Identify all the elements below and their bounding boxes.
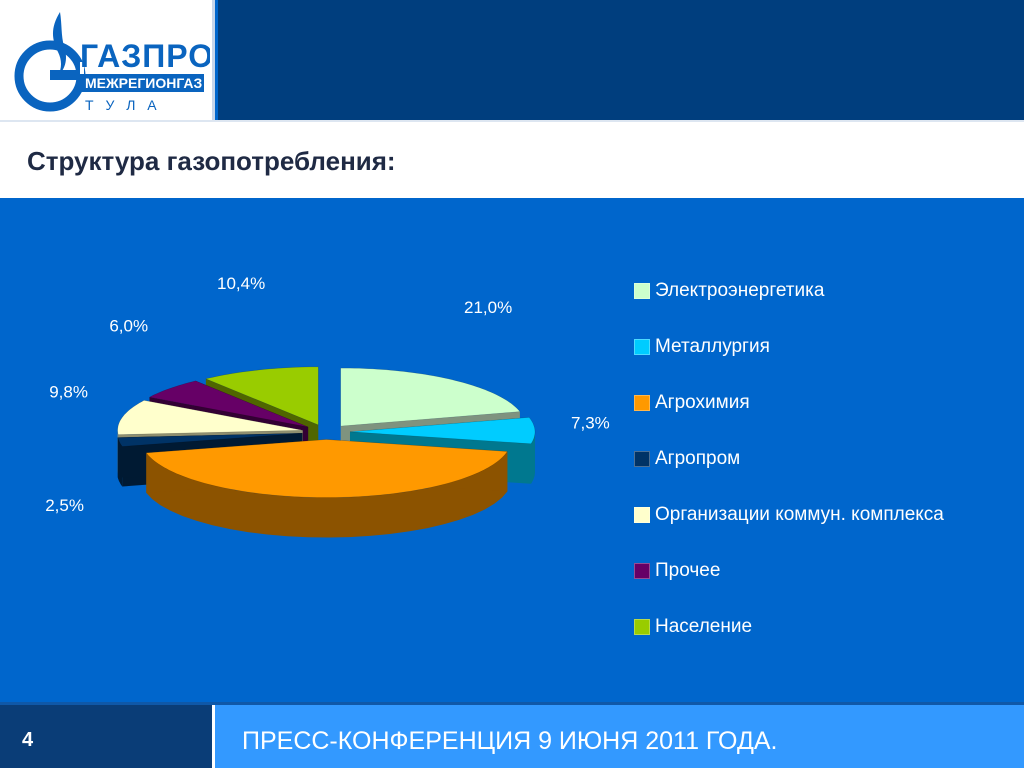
svg-text:Т У Л А: Т У Л А	[85, 97, 161, 113]
legend-label: Население	[655, 616, 753, 637]
data-label-0: 21,0%	[464, 298, 512, 317]
legend-item-4: Организации коммун. комплекса	[634, 504, 944, 526]
legend-item-5: Прочее	[634, 560, 720, 582]
legend-item-0: Электроэнергетика	[634, 280, 824, 302]
legend-swatch	[634, 563, 650, 579]
pie-slice-Агропром	[117, 432, 303, 447]
pie-slice-Металлургия	[349, 417, 536, 445]
legend-label: Агропром	[655, 448, 741, 469]
page-title: Структура газопотребления:	[27, 146, 396, 176]
legend-swatch	[634, 395, 650, 411]
data-label-1: 7,3%	[571, 414, 610, 433]
title-bar	[0, 120, 1024, 198]
legend-item-1: Металлургия	[634, 336, 770, 358]
legend-label: Организации коммун. комплекса	[655, 504, 944, 525]
pie-chart: 21,0%7,3%43,0%2,5%9,8%6,0%10,4%	[45, 274, 610, 538]
pie-slice-Организации коммун. комплекса	[117, 400, 303, 435]
legend-label: Электроэнергетика	[655, 280, 825, 301]
data-label-4: 9,8%	[49, 382, 88, 401]
page-number: 4	[22, 729, 34, 751]
legend-swatch	[634, 339, 650, 355]
legend-swatch	[634, 451, 650, 467]
legend-label: Агрохимия	[655, 392, 750, 413]
pie-side-1	[531, 431, 535, 484]
data-label-3: 2,5%	[45, 496, 84, 515]
legend-label: Металлургия	[655, 336, 770, 357]
pie-side-2	[146, 451, 508, 538]
pie-slice-Электроэнергетика	[340, 367, 521, 427]
legend-swatch	[634, 507, 650, 523]
legend-swatch	[634, 283, 650, 299]
legend-item-3: Агропром	[634, 448, 740, 470]
legend-item-2: Агрохимия	[634, 392, 750, 414]
pie-slice-Прочее	[148, 380, 309, 428]
legend-swatch	[634, 619, 650, 635]
legend-item-6: Население	[634, 616, 752, 638]
header-band	[218, 0, 1024, 120]
pie-slice-Население	[204, 366, 319, 426]
data-label-6: 10,4%	[217, 274, 265, 293]
legend-label: Прочее	[655, 560, 721, 581]
data-label-5: 6,0%	[109, 317, 148, 336]
footer-caption: ПРЕСС-КОНФЕРЕНЦИЯ 9 ИЮНЯ 2011 ГОДА.	[242, 727, 778, 755]
page-number-box	[0, 705, 215, 768]
svg-text:МЕЖРЕГИОНГАЗ: МЕЖРЕГИОНГАЗ	[85, 75, 202, 91]
pie-slice-Агрохимия	[145, 439, 508, 498]
